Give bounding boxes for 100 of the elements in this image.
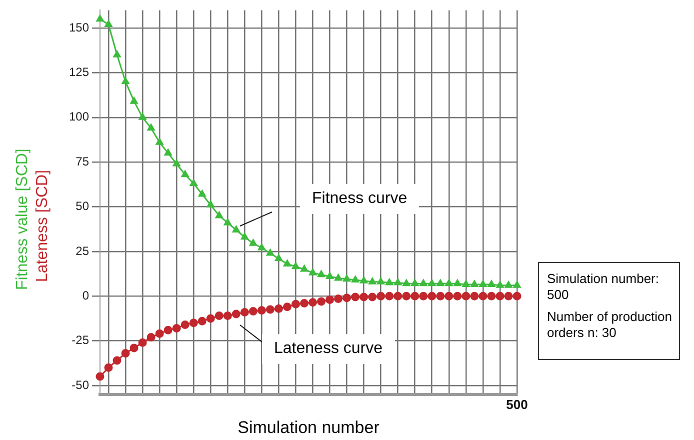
point	[104, 363, 113, 372]
point	[360, 276, 368, 284]
point	[496, 281, 504, 288]
point	[147, 124, 155, 131]
point	[478, 292, 488, 300]
point	[206, 314, 215, 323]
point	[172, 160, 180, 166]
y-tick-label: -25	[72, 333, 90, 348]
annotation: Fitness curve	[300, 184, 420, 214]
point	[504, 281, 512, 288]
point	[155, 329, 164, 338]
point	[104, 20, 112, 27]
point	[488, 280, 496, 287]
point	[274, 304, 283, 313]
y-tick-label: 75	[76, 154, 90, 168]
y-tick-label: 0	[82, 288, 90, 302]
text: Lateness [SCD]	[34, 170, 52, 282]
point	[121, 349, 130, 358]
point	[223, 312, 232, 320]
point	[334, 274, 342, 281]
point	[462, 292, 470, 300]
point	[190, 179, 198, 186]
point	[156, 138, 164, 145]
point	[453, 292, 462, 300]
point	[411, 279, 419, 286]
point	[164, 148, 172, 156]
y-tick-label: 125	[68, 65, 90, 80]
point	[445, 279, 453, 286]
point	[248, 307, 258, 316]
point	[504, 292, 513, 300]
point	[470, 280, 478, 287]
point	[232, 226, 240, 232]
point	[300, 299, 308, 308]
point	[444, 292, 454, 300]
point	[138, 338, 147, 347]
point	[274, 254, 282, 262]
point	[292, 262, 300, 270]
point	[232, 310, 240, 318]
point	[215, 211, 223, 218]
point	[419, 292, 428, 300]
point	[130, 97, 138, 104]
point	[266, 305, 274, 314]
point	[368, 292, 377, 302]
point	[164, 326, 172, 334]
point	[283, 260, 292, 266]
point	[462, 280, 470, 287]
point	[122, 77, 130, 84]
point	[360, 292, 368, 302]
point	[428, 292, 436, 300]
text: Fitness value [SCD]	[14, 148, 32, 290]
point	[394, 292, 402, 300]
x-axis-title: Simulation number	[236, 418, 380, 438]
point	[96, 372, 104, 381]
point	[454, 279, 462, 286]
point	[326, 272, 334, 279]
point	[352, 276, 360, 283]
point	[240, 308, 249, 316]
point	[113, 50, 121, 58]
annotation: Lateness curve	[262, 334, 395, 364]
point	[436, 292, 445, 300]
x-tick-label: 500	[506, 396, 528, 412]
point	[300, 265, 308, 272]
point	[351, 292, 360, 302]
point	[214, 312, 224, 320]
point	[181, 170, 189, 178]
point	[282, 302, 292, 312]
point	[258, 244, 266, 250]
point	[377, 278, 385, 284]
point	[172, 324, 181, 333]
point	[376, 292, 386, 300]
point	[470, 292, 479, 300]
y-tick-label: 150	[68, 20, 90, 34]
point	[266, 248, 274, 256]
point	[394, 278, 402, 286]
point	[368, 278, 376, 284]
point	[487, 292, 496, 300]
y-tick-label: -50	[72, 378, 90, 392]
point	[326, 295, 334, 304]
point	[342, 294, 352, 302]
point	[513, 281, 521, 288]
point	[138, 113, 146, 120]
point	[402, 292, 411, 300]
point	[410, 292, 420, 300]
point	[130, 344, 138, 352]
point	[436, 279, 444, 286]
point	[249, 239, 257, 246]
point	[291, 300, 300, 308]
point	[385, 292, 394, 300]
point	[198, 316, 206, 326]
point	[334, 294, 343, 304]
point	[512, 292, 522, 300]
y-tick-label: 25	[76, 244, 90, 258]
point	[257, 306, 266, 315]
point	[420, 279, 428, 286]
point	[479, 280, 487, 287]
point	[180, 320, 190, 329]
point	[224, 218, 232, 226]
point	[189, 318, 198, 328]
point	[496, 292, 504, 300]
point	[386, 278, 394, 286]
